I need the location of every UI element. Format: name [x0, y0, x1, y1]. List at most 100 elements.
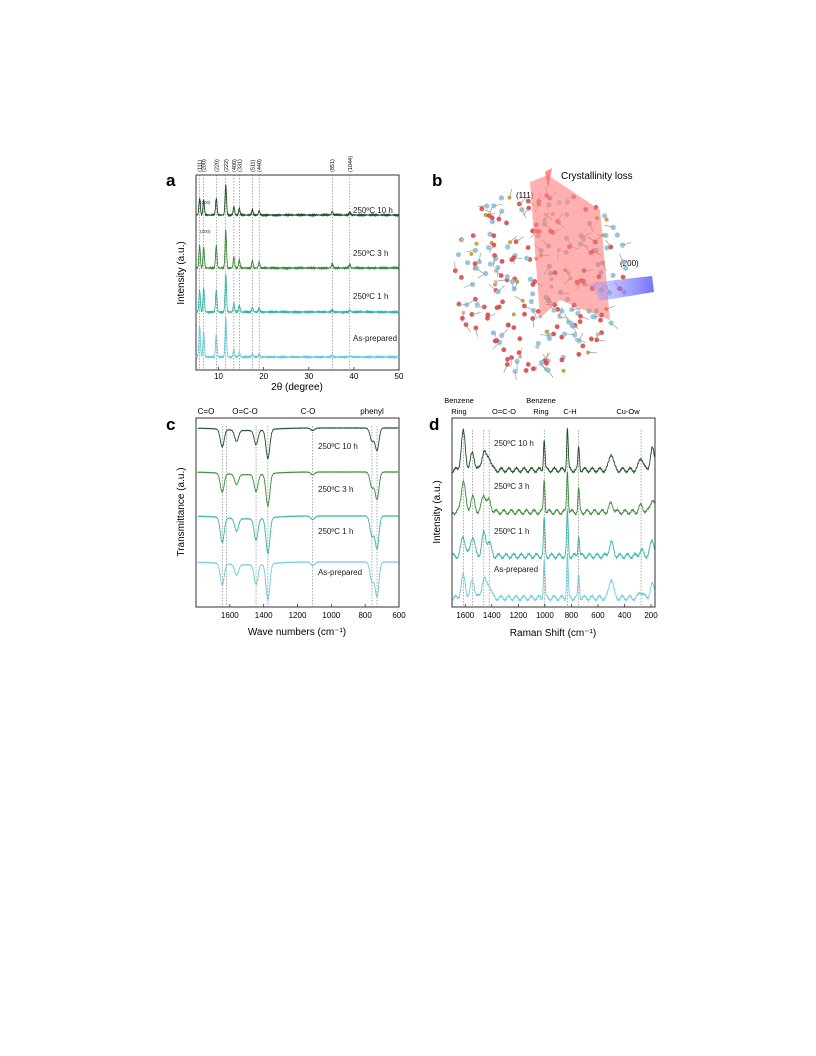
bond	[488, 206, 493, 216]
hkl-labels-a: (111)(200) (220) (222) (400) (331) (511) (440)…	[198, 156, 354, 172]
group-label-d-0-line1: Benzene	[444, 396, 474, 405]
bond	[539, 334, 549, 336]
atom	[544, 360, 549, 366]
bond	[558, 306, 563, 316]
hkl-label-7: (440)	[257, 159, 263, 172]
atom	[504, 220, 509, 226]
atom	[535, 340, 541, 346]
label-200: (200)	[620, 259, 639, 268]
panel-a-xrd: a (111)(200) (220) (222) (400) (331) (511) (44…	[166, 156, 404, 393]
atom	[530, 366, 536, 372]
x-axis-label-c: Wave numbers (cm⁻¹)	[248, 627, 346, 638]
bond	[487, 313, 496, 319]
hkl-label-0: (111)	[198, 160, 204, 172]
plane-200	[590, 276, 654, 301]
atom	[511, 325, 517, 330]
trace-label-d-3: As-prepared	[494, 565, 538, 574]
x-ticks-d: 1600 1400 1200 1000 800 600 400 200	[456, 604, 658, 620]
atom	[528, 298, 535, 305]
group-label-c-2: C-O	[301, 407, 316, 416]
atom	[623, 265, 629, 271]
bond	[605, 239, 612, 248]
hkl-label-1: (200)	[202, 159, 208, 172]
atom	[523, 368, 529, 373]
mini-label-200-top: (200)	[200, 200, 211, 205]
bond	[565, 333, 575, 336]
bond	[594, 332, 602, 339]
atom	[489, 219, 495, 225]
atom	[505, 244, 511, 250]
traces-c	[197, 427, 399, 601]
bond	[547, 369, 554, 378]
bond	[493, 203, 503, 207]
atom	[496, 216, 502, 222]
atom	[493, 280, 498, 284]
atom	[499, 259, 505, 264]
x-ticks-a: 10 20 30 40 50	[214, 367, 404, 381]
panel-letter-a: a	[166, 171, 176, 190]
panel-d-raman: d Benzene Ring O=C-O Benzene Ring C-H Cu-Ow 25…	[429, 396, 658, 639]
atom	[551, 331, 556, 337]
trace-label-d-1: 250ºC 3 h	[494, 482, 529, 491]
bond	[477, 273, 486, 279]
x-tick-label-c-5: 600	[392, 611, 406, 620]
trace-label-d-0: 250ºC 10 h	[494, 439, 534, 448]
atom	[513, 239, 519, 245]
bond	[619, 254, 624, 263]
group-label-c-3: phenyl	[360, 407, 384, 416]
xrd-trace-0	[195, 184, 400, 218]
group-labels-d: Benzene Ring O=C-O Benzene Ring C-H Cu-Ow	[444, 396, 640, 416]
bond	[492, 258, 497, 268]
bond	[481, 208, 491, 213]
atom	[530, 291, 536, 297]
atom	[544, 329, 549, 334]
group-label-d-4: Cu-Ow	[616, 407, 640, 416]
bond	[521, 209, 527, 218]
bond	[533, 310, 538, 319]
bond	[542, 354, 550, 362]
x-tick-label-d-3: 1000	[536, 611, 554, 620]
group-label-d-2-line1: Benzene	[526, 396, 556, 405]
bond	[604, 224, 614, 228]
atom	[561, 368, 566, 373]
atom	[572, 332, 578, 338]
bond	[492, 342, 500, 349]
bond	[559, 316, 569, 319]
bond	[454, 261, 456, 271]
raman-trace-2	[452, 510, 655, 561]
hkl-label-3: (222)	[224, 159, 230, 172]
atom	[559, 308, 565, 314]
atom	[594, 337, 600, 343]
x-tick-label-a-2: 30	[304, 372, 313, 381]
group-label-c-0: C=O	[198, 407, 215, 416]
bond	[501, 328, 509, 336]
bond	[622, 242, 632, 246]
x-tick-label-d-5: 600	[591, 611, 605, 620]
atom	[598, 317, 603, 323]
atom	[501, 347, 507, 353]
ftir-trace-2	[197, 514, 399, 555]
panel-letter-b: b	[432, 171, 442, 190]
atom	[590, 314, 596, 320]
atom	[524, 255, 530, 261]
bond	[497, 285, 505, 292]
atom	[522, 311, 527, 317]
arrow-crystallinity-loss	[545, 168, 552, 188]
bond	[510, 357, 512, 367]
atom	[535, 344, 540, 349]
trace-label-c-3: As-prepared	[318, 568, 362, 577]
trace-label-c-0: 250ºC 10 h	[318, 442, 358, 451]
raman-trace-3	[452, 552, 655, 603]
bond	[503, 364, 508, 373]
hkl-label-5: (331)	[237, 159, 243, 172]
bond	[571, 308, 581, 310]
hkl-label-9: (1044)	[348, 156, 354, 172]
trace-label-c-2: 250ºC 1 h	[318, 527, 353, 536]
bond	[610, 322, 619, 330]
x-tick-label-c-2: 1200	[289, 611, 307, 620]
atom	[499, 208, 505, 214]
y-axis-label-d: Intensity (a.u.)	[432, 480, 443, 543]
group-label-d-0-line2: Ring	[451, 407, 466, 416]
x-ticks-c: 1600 1400 1200 1000 800 600	[221, 604, 406, 620]
